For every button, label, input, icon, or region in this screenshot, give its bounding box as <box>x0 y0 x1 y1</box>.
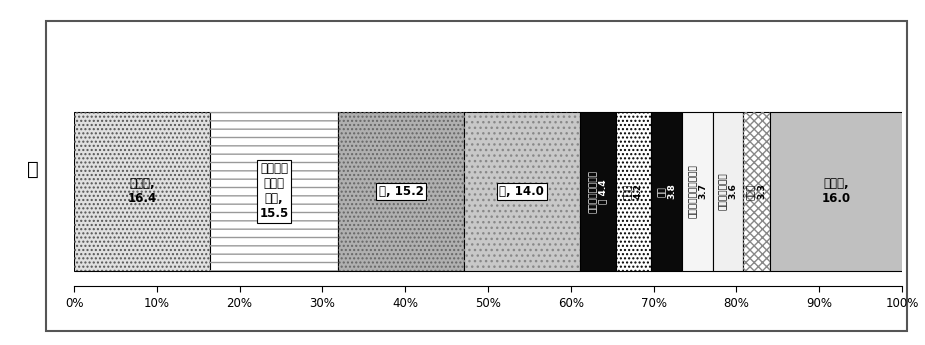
Bar <box>74 112 210 271</box>
Bar <box>743 112 771 271</box>
Bar <box>743 112 771 271</box>
Text: 腎・尿路（膜胱除く）
3.7: 腎・尿路（膜胱除く） 3.7 <box>688 165 707 218</box>
Bar <box>339 112 464 271</box>
Text: 食道
3.8: 食道 3.8 <box>658 184 676 199</box>
Text: 肖, 15.2: 肖, 15.2 <box>378 185 424 198</box>
Bar <box>616 112 651 271</box>
Bar <box>580 112 616 271</box>
Bar <box>713 112 743 271</box>
Bar <box>651 112 683 271</box>
Text: 大腸（結
腸・直
腸）,
15.5: 大腸（結 腸・直 腸）, 15.5 <box>259 162 289 220</box>
Bar <box>74 112 210 271</box>
Text: 胃, 14.0: 胃, 14.0 <box>500 185 544 198</box>
Bar <box>210 112 339 271</box>
Bar <box>339 112 464 271</box>
Bar <box>771 112 903 271</box>
Bar <box>616 112 651 271</box>
Text: 悪性リンパ脂腫
3.6: 悪性リンパ脂腫 3.6 <box>719 172 737 210</box>
Text: 前立腺,
16.4: 前立腺, 16.4 <box>128 177 156 206</box>
Bar <box>464 112 580 271</box>
Text: 膚脹．
3.3: 膚脹． 3.3 <box>747 184 766 199</box>
Bar <box>464 112 580 271</box>
Text: その他,
16.0: その他, 16.0 <box>822 177 851 206</box>
Text: 男: 男 <box>27 159 38 179</box>
Bar <box>210 112 339 271</box>
Text: 肝および肝内胆管
． 4.4: 肝および肝内胆管 ． 4.4 <box>588 170 608 213</box>
Text: 膜臓．
4.2: 膜臓． 4.2 <box>624 184 643 199</box>
Bar <box>683 112 713 271</box>
